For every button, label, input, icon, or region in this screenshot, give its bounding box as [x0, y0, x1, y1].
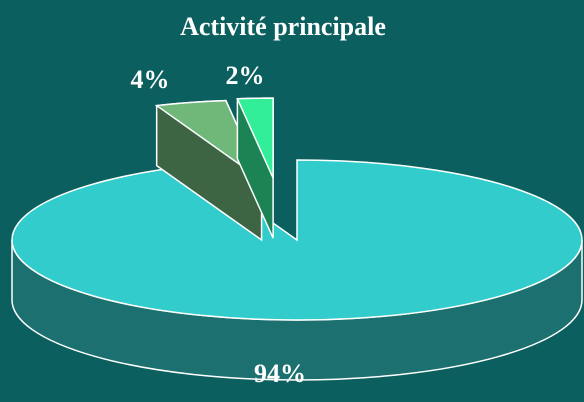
- slice: [154, 99, 264, 183]
- data-label: 94%: [254, 359, 306, 388]
- data-label: 2%: [226, 61, 265, 90]
- slice: [11, 159, 583, 321]
- chart-title: Activité principale: [180, 12, 386, 41]
- data-label: 4%: [131, 65, 170, 94]
- slice: [236, 97, 274, 179]
